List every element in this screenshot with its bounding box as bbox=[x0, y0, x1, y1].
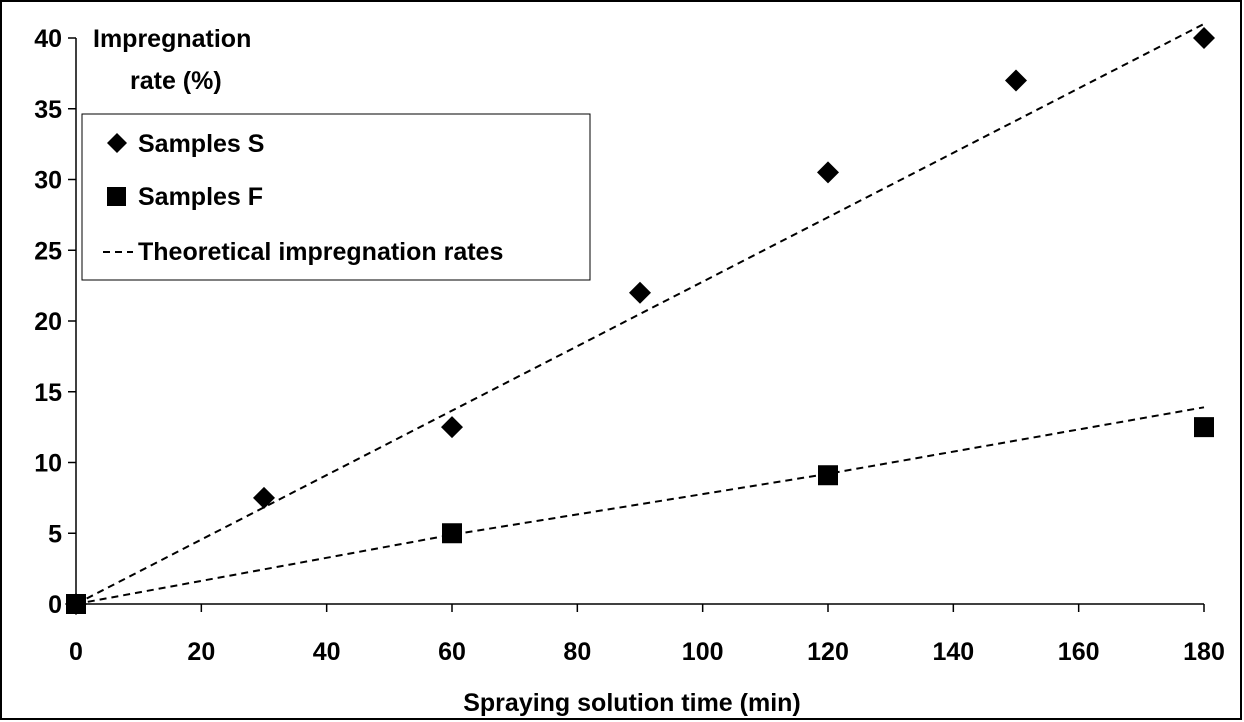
x-tick-label: 120 bbox=[807, 638, 849, 666]
trend-lines bbox=[75, 23, 1205, 605]
y-tick-label: 0 bbox=[48, 591, 62, 619]
legend-label-samples-s: Samples S bbox=[138, 130, 264, 158]
y-axis-title-line1: Impregnation bbox=[93, 25, 251, 53]
x-tick-label: 160 bbox=[1058, 638, 1100, 666]
y-tick-label: 35 bbox=[34, 96, 62, 124]
y-tick-label: 15 bbox=[34, 379, 62, 407]
x-tick-label: 80 bbox=[563, 638, 591, 666]
theoretical-rate-line-1 bbox=[75, 23, 1205, 605]
y-axis-title-line2: rate (%) bbox=[130, 67, 222, 95]
x-tick-label: 0 bbox=[69, 638, 83, 666]
marker-samples-s bbox=[1193, 27, 1215, 49]
x-tick-label: 40 bbox=[313, 638, 341, 666]
marker-samples-s bbox=[441, 416, 463, 439]
marker-samples-f bbox=[1194, 417, 1214, 438]
marker-samples-f bbox=[66, 594, 86, 614]
y-tick-label: 25 bbox=[34, 237, 62, 265]
x-tick-label: 140 bbox=[932, 638, 974, 666]
x-tick-label: 20 bbox=[187, 638, 215, 666]
x-axis-title: Spraying solution time (min) bbox=[463, 689, 801, 717]
y-tick-label: 40 bbox=[34, 25, 62, 53]
theoretical-rate-line-2 bbox=[75, 406, 1205, 605]
legend-label-samples-f: Samples F bbox=[138, 183, 263, 211]
x-tick-label: 60 bbox=[438, 638, 466, 666]
legend-label-theoretical: Theoretical impregnation rates bbox=[138, 238, 503, 266]
marker-samples-s bbox=[253, 486, 275, 509]
marker-samples-s bbox=[817, 161, 839, 184]
marker-samples-f bbox=[818, 465, 838, 486]
legend-box bbox=[81, 113, 591, 281]
x-tick-label: 180 bbox=[1183, 638, 1225, 666]
axes: 0 5 10 15 20 25 30 35 40 0 20 40 60 80 100 120 140 160 180 bbox=[34, 25, 1225, 666]
y-tick-label: 10 bbox=[34, 450, 62, 478]
legend-square-marker bbox=[107, 187, 126, 206]
marker-samples-f bbox=[442, 523, 462, 544]
marker-samples-s bbox=[1005, 69, 1027, 92]
y-tick-label: 5 bbox=[48, 520, 62, 548]
legend-diamond-marker bbox=[107, 133, 127, 153]
marker-samples-s bbox=[629, 281, 651, 304]
y-tick-label: 20 bbox=[34, 308, 62, 336]
data-markers bbox=[65, 27, 1215, 615]
x-tick-label: 100 bbox=[682, 638, 724, 666]
legend: Samples S Samples F Theoretical impregna… bbox=[81, 113, 591, 281]
y-tick-label: 30 bbox=[34, 167, 62, 195]
